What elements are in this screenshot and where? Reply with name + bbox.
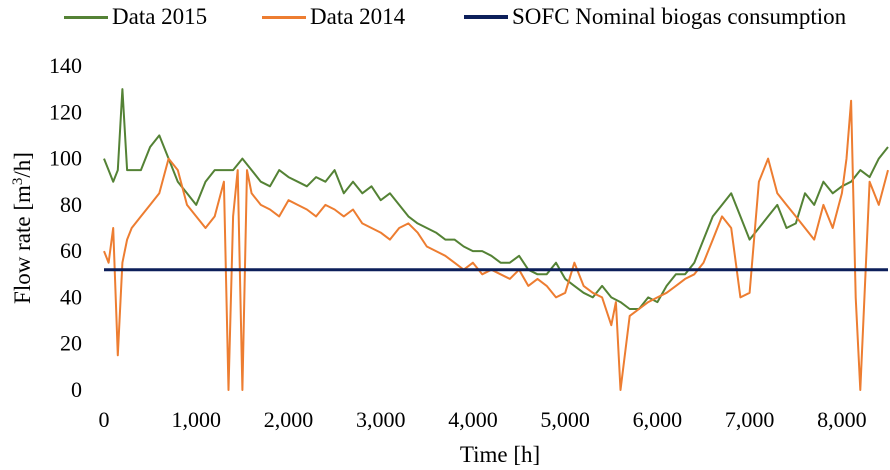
y-tick-label: 140 bbox=[49, 53, 82, 78]
y-tick-label: 0 bbox=[71, 377, 82, 402]
y-tick-label: 100 bbox=[49, 146, 82, 171]
y-tick-label: 120 bbox=[49, 99, 82, 124]
plot-series-group bbox=[103, 88, 889, 391]
y-axis-title-main: Flow rate [m bbox=[10, 185, 35, 304]
y-tick-label: 60 bbox=[60, 238, 82, 263]
series-line-data-2014 bbox=[103, 99, 889, 391]
legend-label-2014: Data 2014 bbox=[310, 4, 406, 29]
legend-swatch-2014 bbox=[262, 15, 306, 19]
legend-item-data-2014: Data 2014 bbox=[262, 4, 405, 30]
x-tick-label: 2,000 bbox=[264, 407, 314, 432]
legend-item-sofc: SOFC Nominal biogas consumption bbox=[464, 4, 846, 30]
y-axis-title-tail: /h] bbox=[10, 152, 35, 178]
legend-swatch-sofc bbox=[464, 15, 508, 19]
series-line-data-2015 bbox=[103, 88, 889, 310]
x-tick-label: 6,000 bbox=[633, 407, 683, 432]
legend-swatch-2015 bbox=[64, 15, 108, 19]
chart-legend: Data 2015 Data 2014 SOFC Nominal biogas … bbox=[0, 4, 890, 32]
x-tick-label: 4,000 bbox=[448, 407, 498, 432]
x-tick-label: 1,000 bbox=[171, 407, 221, 432]
y-axis-title-superscript: 3 bbox=[10, 178, 26, 186]
y-tick-label: 40 bbox=[60, 284, 82, 309]
legend-item-data-2015: Data 2015 bbox=[64, 4, 207, 30]
x-tick-label: 0 bbox=[99, 407, 110, 432]
legend-label-2015: Data 2015 bbox=[112, 4, 208, 29]
y-axis-title: Flow rate [m3/h] bbox=[10, 152, 35, 304]
y-tick-label: 80 bbox=[60, 192, 82, 217]
legend-label-sofc: SOFC Nominal biogas consumption bbox=[512, 4, 847, 29]
x-tick-label: 3,000 bbox=[356, 407, 406, 432]
y-tick-label: 20 bbox=[60, 331, 82, 356]
x-axis-title: Time [h] bbox=[460, 442, 540, 467]
x-axis-ticks: 0 1,000 2,000 3,000 4,000 5,000 6,000 7,000 8,00… bbox=[99, 407, 867, 432]
x-tick-label: 7,000 bbox=[725, 407, 775, 432]
x-tick-label: 5,000 bbox=[540, 407, 590, 432]
y-axis-ticks: 0 20 40 60 80 100 120 140 bbox=[49, 53, 82, 402]
x-tick-label: 8,000 bbox=[817, 407, 867, 432]
